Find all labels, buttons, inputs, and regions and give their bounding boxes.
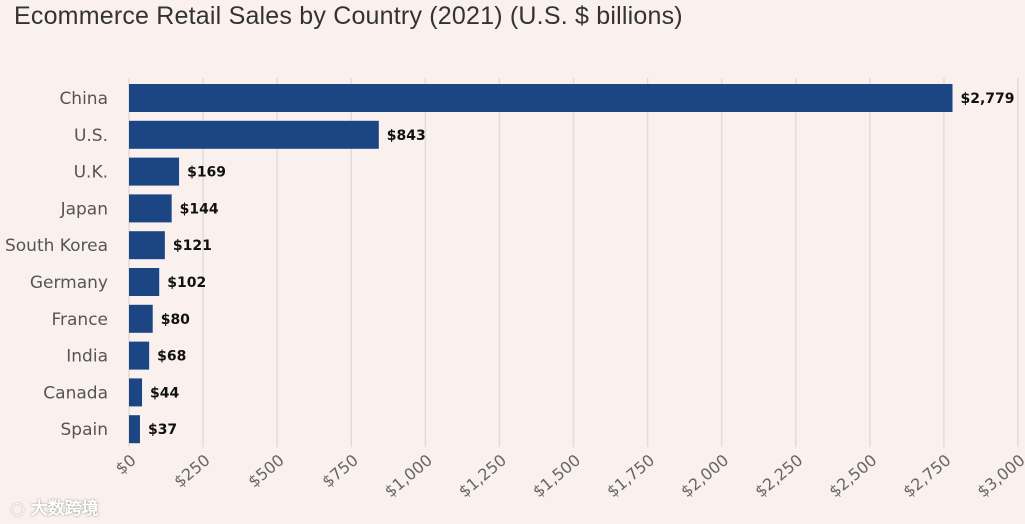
data-label: $44 bbox=[150, 385, 179, 401]
x-tick-label: $750 bbox=[318, 451, 361, 492]
x-tick-label: $0 bbox=[112, 451, 140, 479]
x-tick-label: $250 bbox=[170, 451, 213, 492]
bar bbox=[129, 120, 379, 149]
data-label: $121 bbox=[173, 238, 212, 254]
data-label: $102 bbox=[167, 275, 206, 291]
x-tick-label: $1,000 bbox=[381, 451, 436, 502]
x-tick-label: $2,750 bbox=[899, 451, 954, 502]
x-tick-label: $3,000 bbox=[973, 451, 1025, 502]
category-label: France bbox=[51, 310, 108, 330]
bar bbox=[129, 157, 180, 186]
data-label: $37 bbox=[148, 422, 177, 438]
category-label: Germany bbox=[30, 273, 108, 293]
x-tick-label: $2,250 bbox=[751, 451, 806, 502]
bars bbox=[129, 84, 953, 444]
data-label: $2,779 bbox=[961, 91, 1015, 107]
bar bbox=[129, 304, 153, 333]
data-label: $144 bbox=[180, 201, 219, 217]
bar bbox=[129, 268, 160, 296]
watermark-icon: ◌ bbox=[10, 499, 25, 519]
category-label: Japan bbox=[60, 199, 108, 219]
x-tick-label: $1,500 bbox=[529, 451, 584, 502]
bar bbox=[129, 231, 165, 260]
category-label: U.S. bbox=[74, 126, 108, 146]
bar bbox=[129, 415, 140, 444]
data-label: $68 bbox=[157, 349, 186, 365]
x-tick-label: $1,750 bbox=[603, 451, 658, 502]
x-tick-label: $1,250 bbox=[455, 451, 510, 502]
category-label: China bbox=[59, 89, 108, 109]
bar bbox=[129, 341, 150, 370]
data-label: $843 bbox=[387, 128, 426, 144]
x-tick-label: $500 bbox=[244, 451, 287, 492]
category-label: U.K. bbox=[74, 163, 108, 183]
category-label: Spain bbox=[61, 420, 109, 440]
bar bbox=[129, 378, 143, 407]
bar bbox=[129, 84, 953, 112]
category-label: Canada bbox=[43, 383, 108, 403]
category-label: South Korea bbox=[5, 236, 108, 256]
chart-title: Ecommerce Retail Sales by Country (2021)… bbox=[14, 2, 683, 30]
watermark-logo: ◌ 大数跨境 bbox=[10, 494, 99, 519]
data-label: $169 bbox=[187, 165, 226, 181]
watermark-text: 大数跨境 bbox=[30, 499, 99, 519]
x-tick-label: $2,000 bbox=[677, 451, 732, 502]
category-label: India bbox=[66, 347, 108, 367]
bar bbox=[129, 194, 172, 223]
x-tick-label: $2,500 bbox=[825, 451, 880, 502]
data-label: $80 bbox=[161, 312, 190, 328]
